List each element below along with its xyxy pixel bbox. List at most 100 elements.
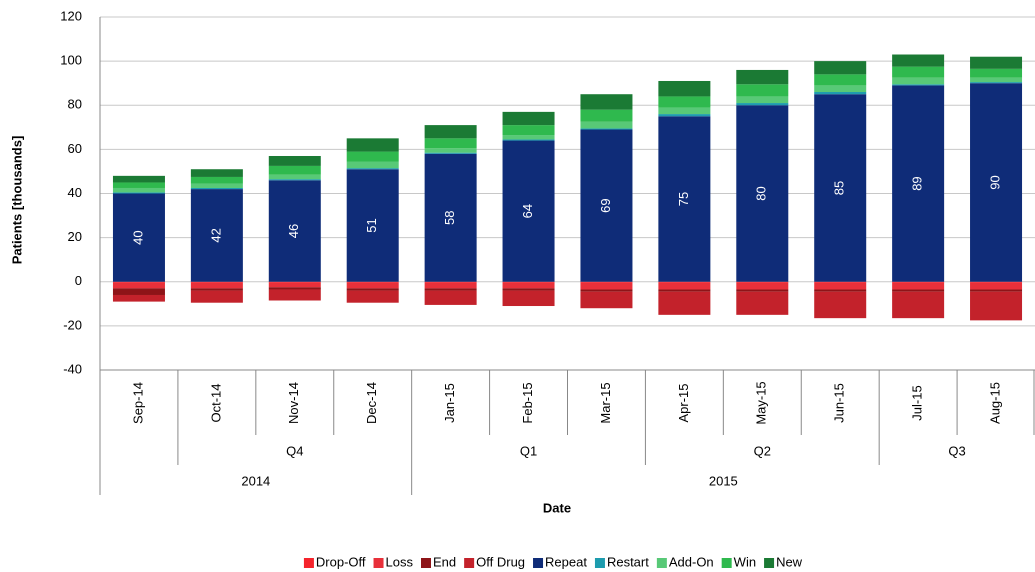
bar-segment xyxy=(814,291,867,319)
bar-segment xyxy=(190,282,243,289)
bar-segment xyxy=(346,281,399,283)
legend-swatch xyxy=(721,558,732,568)
y-axis-label: Patients [thousands] xyxy=(9,136,24,265)
legend-swatch xyxy=(464,558,475,568)
legend-label: Drop-Off xyxy=(316,554,366,569)
x-tick-label: Jan-15 xyxy=(442,383,457,423)
legend-label: Loss xyxy=(386,554,414,569)
bar-segment xyxy=(112,294,165,302)
legend-swatch xyxy=(421,558,431,568)
bar-segment xyxy=(112,182,165,188)
bar-segment xyxy=(112,282,165,289)
bar-segment xyxy=(424,288,477,291)
bar-segment xyxy=(580,281,633,283)
quarters-label: Q1 xyxy=(520,443,537,458)
bar-segment xyxy=(502,288,555,291)
bar-segment xyxy=(580,128,633,130)
data-label: 75 xyxy=(676,192,691,206)
bar-segment xyxy=(502,140,555,282)
bar-segment xyxy=(736,289,789,292)
y-tick-label: 20 xyxy=(68,229,82,244)
bar-segment xyxy=(814,94,867,282)
bar-segment xyxy=(736,282,789,290)
bar-segment xyxy=(424,138,477,149)
bar-segment xyxy=(892,66,945,78)
bar-segment xyxy=(268,180,321,282)
bar-segment xyxy=(658,281,711,283)
y-tick-label: 80 xyxy=(68,97,82,112)
legend-swatch xyxy=(303,558,314,568)
bar-segment xyxy=(502,282,555,289)
x-tick-label: Feb-15 xyxy=(520,382,535,423)
bar-segment xyxy=(658,114,711,117)
bar-segment xyxy=(814,282,867,290)
x-tick-label: Oct-14 xyxy=(208,383,223,422)
bar-segment xyxy=(502,139,555,141)
bar-segment xyxy=(424,282,477,289)
bar-segment xyxy=(268,281,321,283)
bar-segment xyxy=(580,94,633,110)
y-tick-label: 120 xyxy=(60,8,82,23)
bar-segment xyxy=(736,105,789,282)
bar-segment xyxy=(346,138,399,152)
bar-segment xyxy=(268,287,321,290)
bar-segment xyxy=(658,282,711,290)
bar-segment xyxy=(424,125,477,139)
bar-segment xyxy=(268,155,321,166)
legend-label: End xyxy=(433,554,456,569)
legend-swatch xyxy=(764,558,775,568)
bar-segment xyxy=(580,109,633,122)
bar-segment xyxy=(970,291,1023,321)
x-tick-label: Jul-15 xyxy=(910,385,925,420)
quarters-label: Q4 xyxy=(286,443,303,458)
y-tick-label: 40 xyxy=(68,185,82,200)
years-label: 2014 xyxy=(241,473,270,488)
bar-segment xyxy=(658,116,711,282)
bar-segment xyxy=(970,77,1023,83)
bar-segment xyxy=(346,161,399,169)
legend-label: New xyxy=(776,554,803,569)
data-label: 80 xyxy=(754,186,769,200)
bar-segment xyxy=(892,282,945,290)
bar-segment xyxy=(970,282,1023,290)
bar-segment xyxy=(892,84,945,86)
legend-label: Repeat xyxy=(545,554,587,569)
bar-segment xyxy=(190,176,243,184)
legend-label: Win xyxy=(734,554,756,569)
y-tick-label: -40 xyxy=(63,361,82,376)
bar-segment xyxy=(190,281,243,283)
bar-segment xyxy=(424,152,477,154)
data-label: 51 xyxy=(364,218,379,232)
x-axis-label: Date xyxy=(543,500,571,515)
bar-segment xyxy=(658,96,711,108)
bar-segment xyxy=(580,282,633,290)
bar-segment xyxy=(580,289,633,292)
data-label: 69 xyxy=(598,198,613,212)
bar-segment xyxy=(892,289,945,292)
bar-segment xyxy=(970,56,1023,69)
bar-segment xyxy=(502,111,555,126)
bar-segment xyxy=(346,151,399,162)
bar-segment xyxy=(892,77,945,85)
legend-label: Off Drug xyxy=(476,554,525,569)
bar-segment xyxy=(970,82,1023,84)
bar-segment xyxy=(190,183,243,188)
bar-segment xyxy=(658,107,711,115)
bar-segment xyxy=(502,135,555,140)
bar-segment xyxy=(268,289,321,301)
x-tick-label: May-15 xyxy=(754,381,769,424)
bar-segment xyxy=(814,281,867,283)
bar-segment xyxy=(892,281,945,283)
x-tick-label: Nov-14 xyxy=(286,382,301,424)
bar-segment xyxy=(736,84,789,97)
bar-segment xyxy=(268,174,321,180)
bar-segment xyxy=(502,290,555,307)
bar-segment xyxy=(970,289,1023,292)
bar-segment xyxy=(736,281,789,283)
bar-segment xyxy=(190,187,243,190)
legend-swatch xyxy=(373,558,384,568)
bar-segment xyxy=(112,193,165,282)
bar-segment xyxy=(346,290,399,303)
data-label: 89 xyxy=(910,176,925,190)
bar-segment xyxy=(814,289,867,292)
